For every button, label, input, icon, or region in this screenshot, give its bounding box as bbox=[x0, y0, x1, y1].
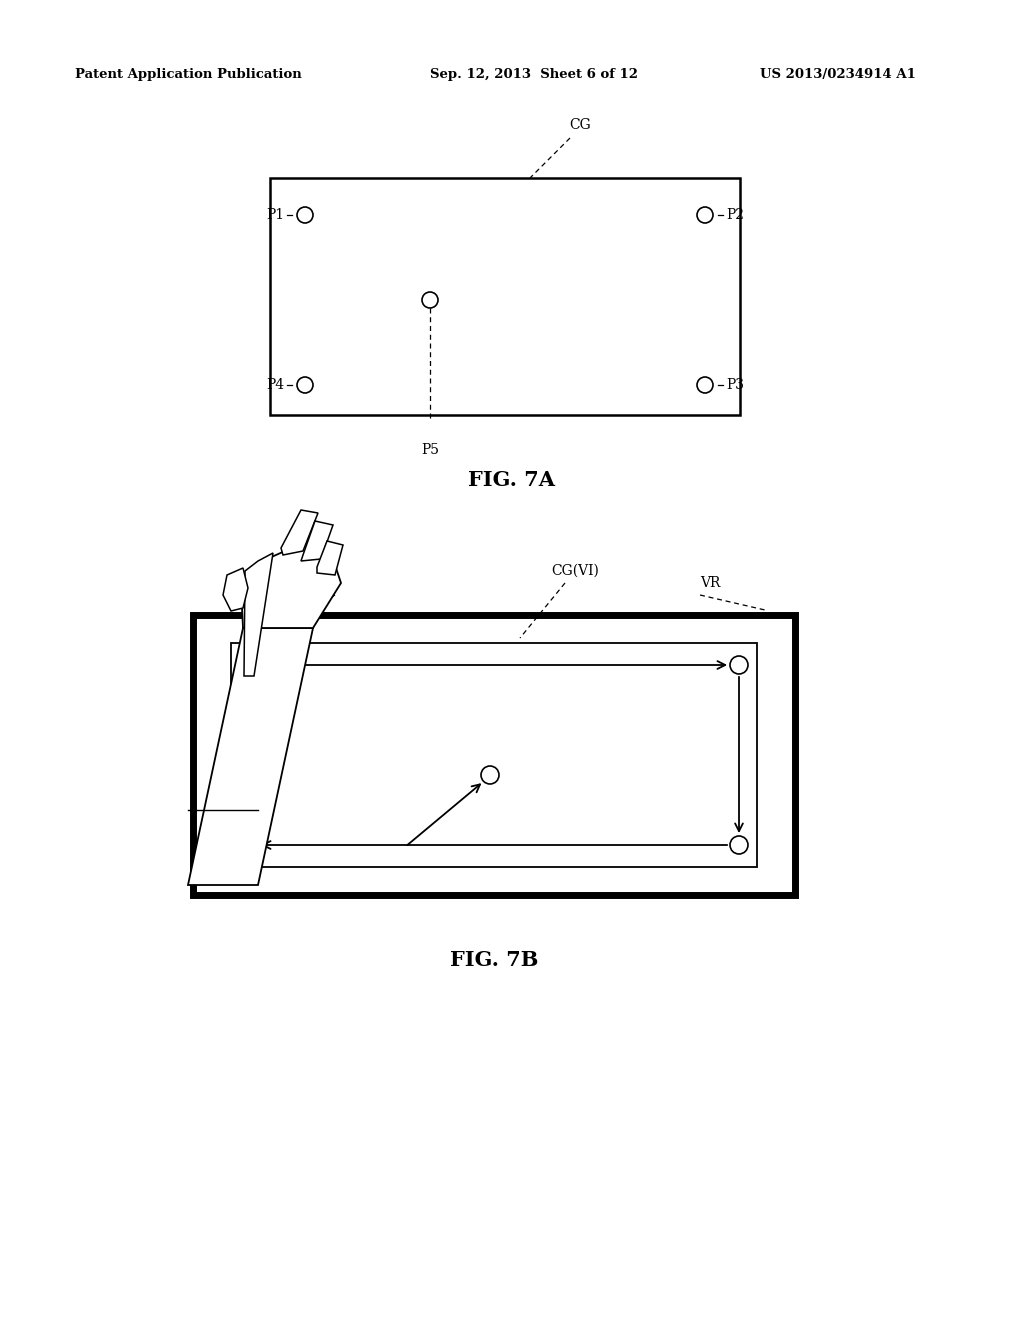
Circle shape bbox=[240, 656, 258, 675]
Circle shape bbox=[422, 292, 438, 308]
Text: P4: P4 bbox=[266, 378, 284, 392]
Polygon shape bbox=[317, 541, 343, 576]
Polygon shape bbox=[188, 628, 313, 884]
Polygon shape bbox=[223, 568, 248, 611]
Text: P5: P5 bbox=[421, 444, 439, 457]
Circle shape bbox=[730, 656, 748, 675]
Polygon shape bbox=[241, 543, 341, 628]
Text: P1: P1 bbox=[321, 576, 339, 590]
Text: CG(VI): CG(VI) bbox=[551, 564, 599, 578]
Text: P1: P1 bbox=[266, 209, 284, 222]
Text: P2: P2 bbox=[726, 209, 744, 222]
Circle shape bbox=[297, 378, 313, 393]
Text: FIG. 7A: FIG. 7A bbox=[469, 470, 555, 490]
Text: VR: VR bbox=[699, 576, 720, 590]
Text: US 2013/0234914 A1: US 2013/0234914 A1 bbox=[760, 69, 915, 81]
Circle shape bbox=[481, 766, 499, 784]
Bar bbox=[231, 643, 757, 867]
Circle shape bbox=[697, 378, 713, 393]
Bar bbox=[193, 615, 795, 895]
Text: CG: CG bbox=[569, 117, 591, 132]
Polygon shape bbox=[301, 521, 333, 561]
Text: P3: P3 bbox=[726, 378, 744, 392]
Circle shape bbox=[297, 207, 313, 223]
Circle shape bbox=[697, 207, 713, 223]
Text: Sep. 12, 2013  Sheet 6 of 12: Sep. 12, 2013 Sheet 6 of 12 bbox=[430, 69, 638, 81]
Text: Patent Application Publication: Patent Application Publication bbox=[75, 69, 302, 81]
Circle shape bbox=[240, 836, 258, 854]
Polygon shape bbox=[244, 553, 273, 676]
Text: FIG. 7B: FIG. 7B bbox=[450, 950, 539, 970]
Polygon shape bbox=[281, 510, 318, 554]
Circle shape bbox=[730, 836, 748, 854]
Bar bbox=[270, 178, 740, 414]
